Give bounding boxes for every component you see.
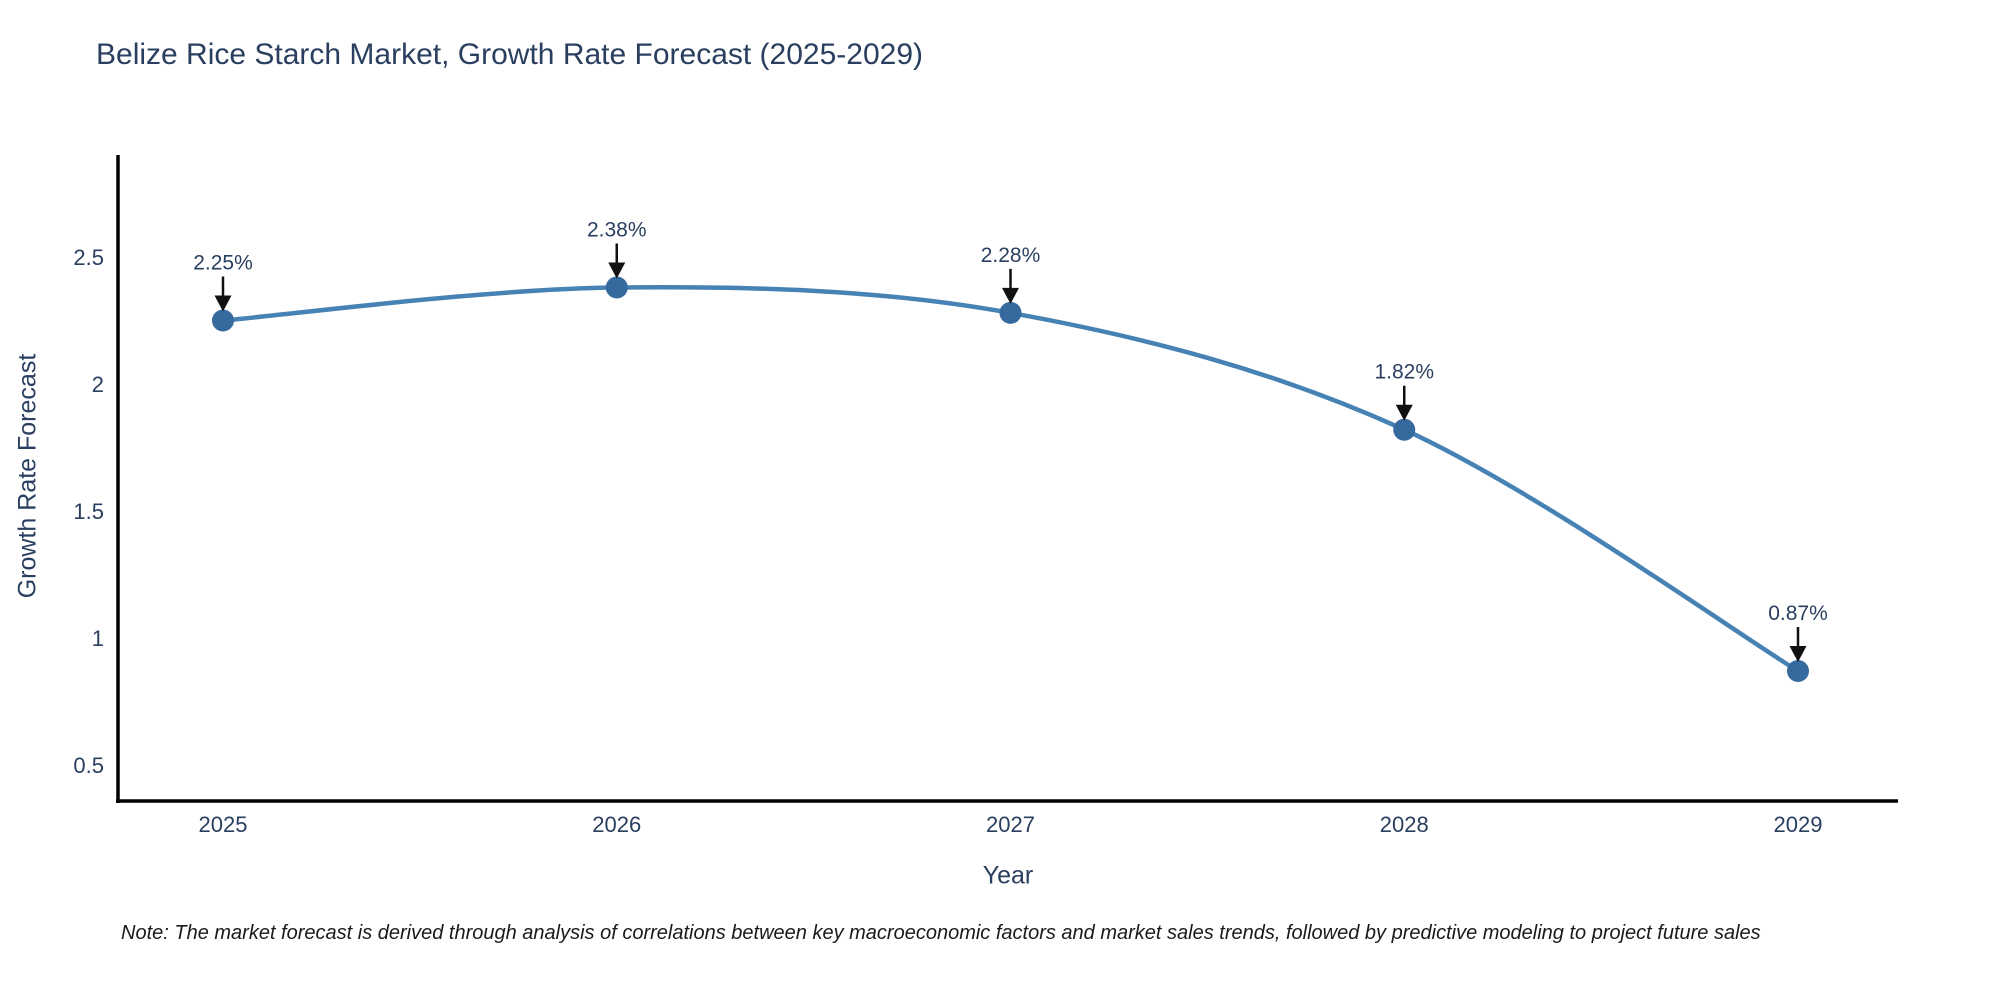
x-tick-label: 2027 [986, 812, 1035, 837]
footnote: Note: The market forecast is derived thr… [121, 922, 1761, 944]
data-point-marker[interactable] [212, 309, 234, 332]
x-tick-label: 2025 [199, 812, 248, 837]
annotation-arrowhead-icon [608, 262, 626, 279]
annotation-arrowhead-icon [214, 295, 232, 312]
y-tick-label: 1.5 [73, 499, 104, 524]
x-tick-label: 2029 [1774, 812, 1823, 837]
x-axis-title: Year [982, 861, 1034, 890]
y-tick-label: 2.5 [73, 245, 104, 270]
point-annotation-label: 1.82% [1374, 361, 1434, 384]
annotation-arrowhead-icon [1002, 287, 1019, 304]
x-tick-label: 2026 [592, 812, 641, 837]
point-annotation-label: 2.25% [193, 252, 253, 275]
data-point-marker[interactable] [605, 276, 628, 299]
y-axis-title: Growth Rate Forecast [13, 353, 42, 599]
point-annotation-label: 2.38% [587, 218, 647, 241]
point-annotation-label: 2.28% [981, 244, 1041, 267]
forecast-line [222, 285, 1800, 673]
data-point-marker[interactable] [1787, 660, 1809, 683]
y-tick-label: 1 [92, 626, 104, 651]
x-tick-label: 2028 [1380, 812, 1429, 837]
y-tick-label: 0.5 [73, 753, 104, 778]
y-tick-label: 2 [92, 372, 104, 397]
data-point-marker[interactable] [999, 301, 1022, 324]
data-point-marker[interactable] [1393, 418, 1416, 441]
chart-title: Belize Rice Starch Market, Growth Rate F… [96, 38, 924, 71]
point-annotation-label: 0.87% [1768, 602, 1828, 625]
annotation-arrowhead-icon [1789, 646, 1807, 663]
annotation-arrowhead-icon [1395, 404, 1413, 421]
